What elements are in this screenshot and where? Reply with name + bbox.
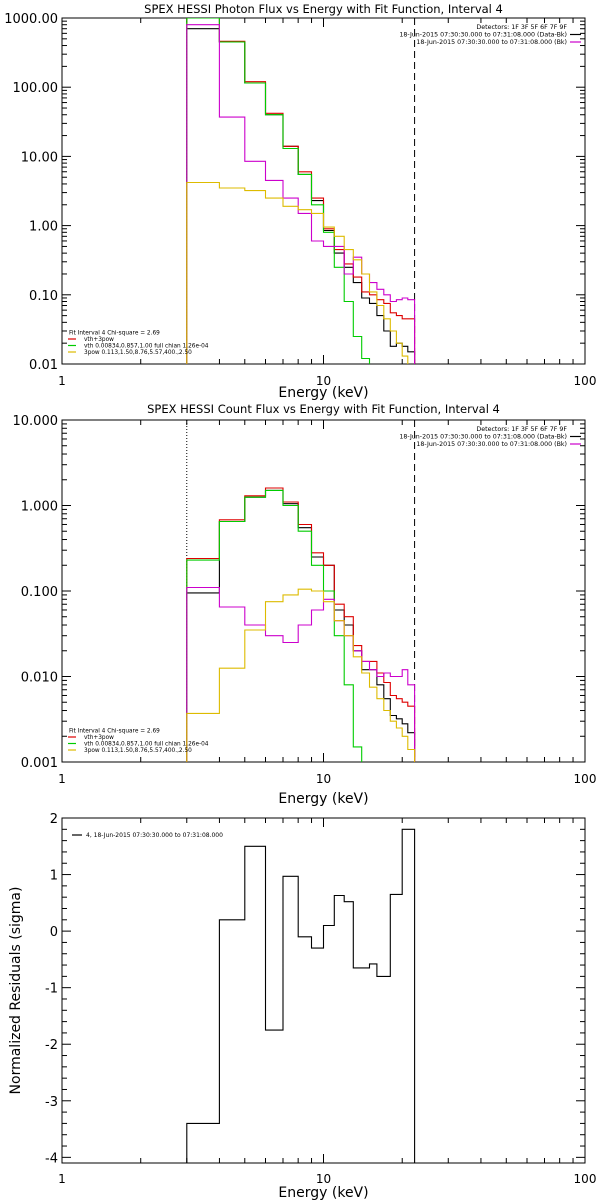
chart-title: SPEX HESSI Photon Flux vs Energy with Fi… — [144, 2, 503, 16]
x-tick-label: 10 — [316, 1172, 331, 1186]
x-tick-label: 100 — [574, 374, 597, 388]
legend-entry: vth 0.00834,0.857,1.00 full chian 1.26e-… — [84, 344, 209, 350]
y-tick-label: 0.001 — [21, 756, 58, 771]
legend-entry: vth+3pow — [84, 735, 114, 741]
x-tick-label: 100 — [574, 1172, 597, 1186]
y-tick-label: 1 — [50, 869, 58, 884]
legend-entry: Fit Interval 4 Chi-square = 2.69 — [69, 729, 160, 735]
x-axis-label: Energy (keV) — [278, 385, 368, 401]
series-step-line-1 — [186, 487, 416, 762]
legend-entry: Fit Interval 4 Chi-square = 2.69 — [69, 331, 160, 337]
legend-entry: 18-Jun-2015 07:30:30.000 to 07:31:08.000… — [416, 441, 567, 448]
series-step-line-3 — [186, 24, 416, 364]
y-tick-label: 1.00 — [29, 220, 58, 235]
y-tick-label: 10.000 — [13, 414, 59, 429]
series-step-line-2 — [186, 18, 371, 364]
plot-frame — [61, 17, 586, 365]
series-step-line-4 — [186, 588, 416, 762]
y-tick-label: 0.01 — [29, 358, 58, 373]
y-tick-label: -4 — [45, 1151, 58, 1166]
series-step-line-0 — [186, 28, 416, 364]
legend-entry: 4, 18-Jun-2015 07:30:30.000 to 07:31:08.… — [86, 832, 223, 839]
chart-title: SPEX HESSI Count Flux vs Energy with Fit… — [147, 402, 500, 416]
legend-entry: 18-Jun-2015 07:30:30.000 to 07:31:08.000… — [416, 39, 567, 46]
photon-flux-plot: SPEX HESSI Photon Flux vs Energy with Fi… — [4, 2, 597, 401]
legend-entry: vth 0.00834,0.857,1.00 full chian 1.26e-… — [84, 742, 209, 748]
y-tick-label: 0.100 — [21, 585, 58, 600]
plot-frame — [61, 817, 586, 1164]
y-tick-label: -1 — [45, 982, 58, 997]
x-tick-label: 100 — [574, 772, 597, 786]
series-step-line-3 — [186, 586, 416, 762]
y-tick-label: 1.000 — [21, 500, 58, 515]
legend-entry: 3pow 0.113,1.50,8.76,5.57,400.,2.50 — [84, 350, 192, 356]
y-tick-label: 10.00 — [21, 150, 58, 165]
y-tick-label: 1000.00 — [4, 12, 58, 27]
series-step-line-1 — [186, 18, 416, 364]
x-axis-label: Energy (keV) — [278, 1185, 368, 1200]
count-flux-plot: SPEX HESSI Count Flux vs Energy with Fit… — [13, 402, 597, 807]
y-axis-label: Normalized Residuals (sigma) — [8, 887, 24, 1095]
y-tick-label: 0.10 — [29, 289, 58, 304]
legend-entry: 18-Jun-2015 07:30:30.000 to 07:31:08.000… — [399, 32, 567, 39]
y-tick-label: 0.010 — [21, 671, 58, 686]
x-axis-label: Energy (keV) — [278, 791, 368, 807]
x-tick-label: 1 — [58, 772, 66, 786]
x-tick-label: 10 — [316, 772, 331, 786]
legend-entry: vth+3pow — [84, 337, 114, 343]
y-tick-label: -3 — [45, 1095, 58, 1110]
x-tick-label: 1 — [58, 1172, 66, 1186]
y-tick-label: 0 — [50, 925, 58, 940]
x-tick-label: 1 — [58, 374, 66, 388]
legend-entry: Detectors: 1F 3F 5F 6F 7F 9F — [476, 426, 567, 433]
series-step-line-2 — [186, 489, 363, 762]
legend-entry: 3pow 0.113,1.50,8.76,5.57,400.,2.50 — [84, 748, 192, 754]
x-tick-label: 10 — [316, 374, 331, 388]
series-step-line-0 — [186, 489, 416, 762]
legend-entry: 18-Jun-2015 07:30:30.000 to 07:31:08.000… — [399, 434, 567, 441]
legend-entry: Detectors: 1F 3F 5F 6F 7F 9F — [476, 24, 567, 31]
y-tick-label: 2 — [50, 812, 58, 827]
y-tick-label: 100.00 — [13, 81, 59, 96]
y-tick-label: -2 — [45, 1038, 58, 1053]
series-step-line-4 — [186, 181, 409, 364]
series-step-line-0 — [186, 828, 416, 1163]
